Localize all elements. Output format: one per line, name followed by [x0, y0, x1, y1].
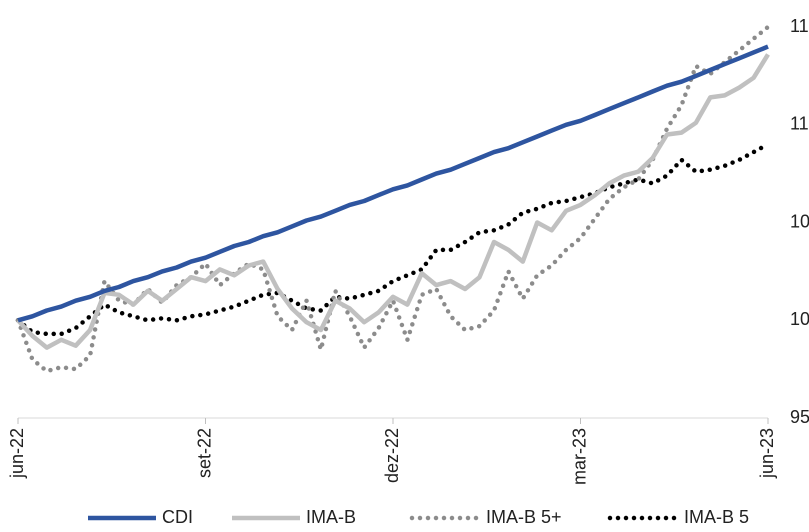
- y-tick-label: 105: [790, 211, 809, 231]
- series-line: [15, 24, 771, 374]
- y-tick-label: 95: [790, 407, 809, 427]
- legend-item: IMA-B 5: [607, 507, 749, 527]
- y-tick-label: 115: [790, 16, 809, 36]
- series-line: [17, 44, 769, 323]
- legend-label: CDI: [162, 507, 193, 527]
- legend-label: IMA-B: [306, 507, 356, 527]
- legend-item: IMA-B: [232, 507, 356, 527]
- x-tick-label: mar-23: [569, 428, 589, 485]
- y-tick-label: 110: [790, 114, 809, 134]
- legend-item: CDI: [88, 507, 193, 527]
- x-tick-label: set-22: [194, 428, 214, 478]
- legend-item: IMA-B 5+: [409, 507, 562, 527]
- series-line: [16, 53, 770, 350]
- x-tick-label: jun-23: [757, 428, 777, 479]
- y-tick-label: 100: [790, 309, 809, 329]
- x-tick-label: jun-22: [7, 428, 27, 479]
- series-line: [15, 142, 771, 337]
- legend-label: IMA-B 5: [684, 507, 749, 527]
- x-tick-label: dez-22: [382, 428, 402, 483]
- legend-label: IMA-B 5+: [486, 507, 562, 527]
